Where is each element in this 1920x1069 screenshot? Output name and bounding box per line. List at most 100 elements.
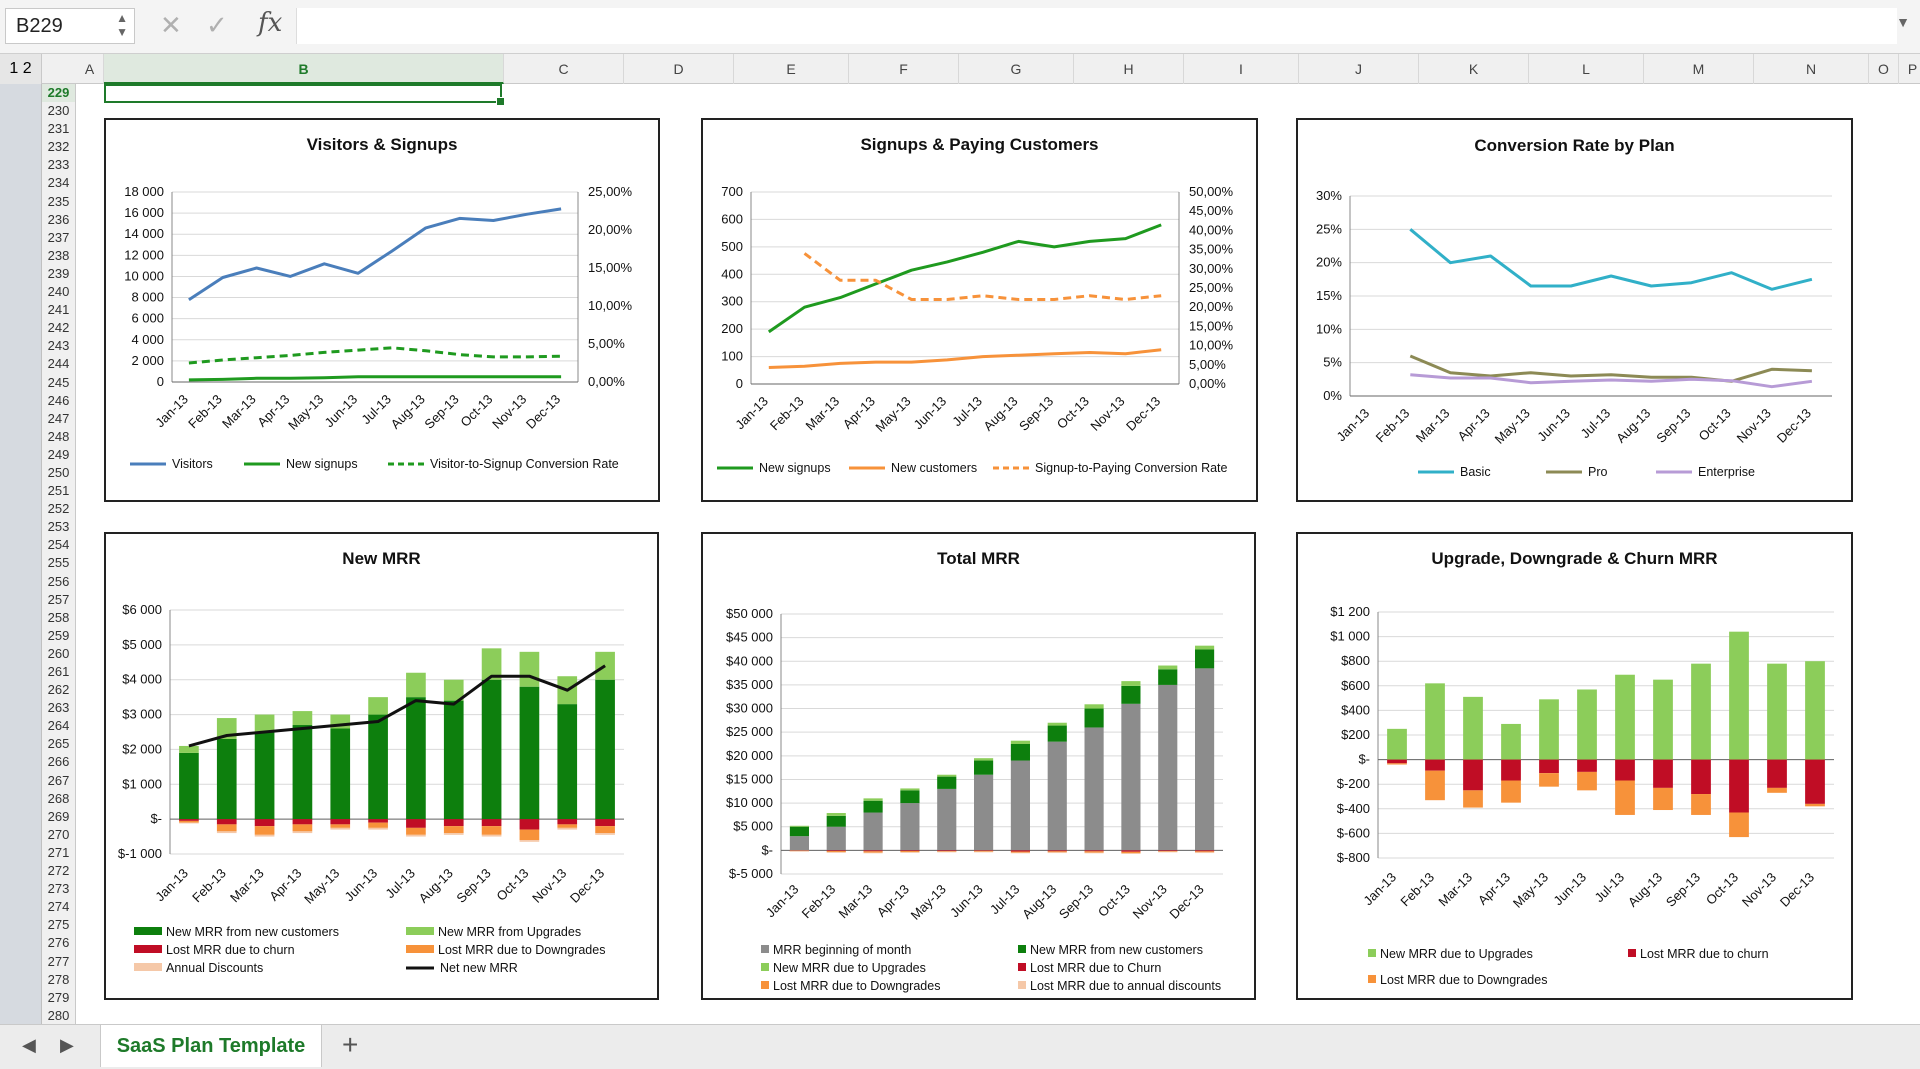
row-header-240[interactable]: 240 (47, 284, 70, 300)
row-header-264[interactable]: 264 (47, 718, 70, 734)
chart-upgrade-downgrade-churn-mrr[interactable]: Upgrade, Downgrade & Churn MRR $1 200 $1 0… (1296, 532, 1853, 1000)
row-header-260[interactable]: 260 (47, 645, 70, 661)
row-header-248[interactable]: 248 (47, 428, 70, 444)
column-header-g[interactable]: G (959, 54, 1074, 84)
bar-new-mrr-due-to-upgrades (1121, 681, 1141, 686)
row-header-276[interactable]: 276 (47, 935, 70, 951)
row-header-262[interactable]: 262 (47, 682, 70, 698)
row-header-252[interactable]: 252 (47, 501, 70, 517)
row-header-279[interactable]: 279 (47, 989, 70, 1005)
row-header-250[interactable]: 250 (47, 464, 70, 480)
selected-cell[interactable] (104, 84, 505, 106)
row-header-278[interactable]: 278 (47, 971, 70, 987)
row-header-235[interactable]: 235 (47, 193, 70, 209)
row-header-251[interactable]: 251 (47, 483, 70, 499)
column-header-l[interactable]: L (1529, 54, 1644, 84)
next-sheet-icon[interactable]: ▶ (60, 1035, 74, 1055)
formula-input[interactable] (296, 8, 1897, 44)
row-header-280[interactable]: 280 (47, 1007, 70, 1023)
row-header-243[interactable]: 243 (47, 338, 70, 354)
chart-visitors-signups[interactable]: Visitors & Signups 18 000 16 000 14 000 12 0… (104, 118, 660, 502)
row-header-256[interactable]: 256 (47, 573, 70, 589)
row-header-272[interactable]: 272 (47, 863, 70, 879)
row-header-275[interactable]: 275 (47, 917, 70, 933)
row-header-274[interactable]: 274 (47, 899, 70, 915)
row-header-265[interactable]: 265 (47, 736, 70, 752)
row-header-270[interactable]: 270 (47, 826, 70, 842)
row-header-267[interactable]: 267 (47, 772, 70, 788)
sheet-tab-saas-plan-template[interactable]: SaaS Plan Template (100, 1025, 322, 1067)
column-header-e[interactable]: E (734, 54, 849, 84)
row-header-259[interactable]: 259 (47, 627, 70, 643)
chart-conversion-rate-by-plan[interactable]: Conversion Rate by Plan 30% 25% 20% 15% 10% 5%… (1296, 118, 1853, 502)
row-header-238[interactable]: 238 (47, 247, 70, 263)
row-header-261[interactable]: 261 (47, 664, 70, 679)
column-header-d[interactable]: D (624, 54, 734, 84)
outline-level-buttons[interactable]: 1 2 (0, 54, 42, 84)
row-header-253[interactable]: 253 (47, 519, 70, 535)
add-sheet-icon[interactable]: + (342, 1029, 359, 1060)
row-header-244[interactable]: 244 (47, 356, 70, 372)
chart-svg: Visitors & Signups 18 000 16 000 14 000 12 0… (124, 135, 632, 471)
row-header-229[interactable]: 229 (42, 84, 75, 103)
chart-new-mrr[interactable]: New MRR $6 000 $5 000 $4 000 $3 000 $2 000 $1 … (104, 532, 659, 1000)
column-header-a[interactable]: A (76, 54, 104, 84)
column-header-j[interactable]: J (1299, 54, 1419, 84)
column-header-n[interactable]: N (1754, 54, 1869, 84)
row-header-232[interactable]: 232 (47, 139, 70, 155)
cancel-icon[interactable]: ✕ (160, 10, 182, 40)
row-header-273[interactable]: 273 (47, 881, 70, 897)
row-header-230[interactable]: 230 (47, 103, 70, 119)
row-header-277[interactable]: 277 (47, 953, 70, 969)
row-header-246[interactable]: 246 (47, 392, 70, 408)
column-header-b[interactable]: B (104, 54, 504, 84)
column-header-k[interactable]: K (1419, 54, 1529, 84)
row-header-233[interactable]: 233 (47, 157, 70, 173)
prev-sheet-icon[interactable]: ◀ (22, 1035, 36, 1055)
column-header-f[interactable]: F (849, 54, 959, 84)
bar-lost-mrr-due-to-churn (1084, 850, 1104, 852)
row-header-263[interactable]: 263 (47, 700, 70, 716)
chart-signups-paying-customers[interactable]: Signups & Paying Customers 700 600 500 400 30… (701, 118, 1258, 502)
row-header-231[interactable]: 231 (47, 121, 70, 137)
column-header-o[interactable]: O (1869, 54, 1899, 84)
row-header-236[interactable]: 236 (47, 211, 70, 227)
column-header-m[interactable]: M (1644, 54, 1754, 84)
line-net-new-mrr (188, 664, 606, 748)
column-header-c[interactable]: C (504, 54, 624, 84)
name-box-stepper-icon[interactable]: ▲ ▼ (116, 11, 128, 39)
function-icon[interactable]: fx (258, 8, 283, 38)
row-header-237[interactable]: 237 (47, 229, 70, 245)
row-header-266[interactable]: 266 (47, 754, 70, 770)
x-tick-label: Feb-13 (189, 866, 229, 906)
y-tick-label: 16 000 (124, 205, 164, 220)
row-header-257[interactable]: 257 (47, 591, 70, 607)
row-header-271[interactable]: 271 (47, 844, 70, 860)
row-header-258[interactable]: 258 (47, 609, 70, 625)
column-header-p[interactable]: P (1899, 54, 1920, 84)
row-header-242[interactable]: 242 (47, 320, 70, 336)
row-header-241[interactable]: 241 (47, 302, 70, 318)
name-box[interactable]: B229 ▲ ▼ (5, 8, 135, 44)
row-header-234[interactable]: 234 (47, 175, 70, 191)
row-header-245[interactable]: 245 (47, 374, 70, 390)
row-header-239[interactable]: 239 (47, 265, 70, 281)
row-header-247[interactable]: 247 (47, 410, 70, 426)
column-header-h[interactable]: H (1074, 54, 1184, 84)
x-tick-label: Sep-13 (1056, 882, 1096, 922)
svg-text:Lost MRR due to annual discoun: Lost MRR due to annual discounts (1030, 979, 1221, 993)
row-header-254[interactable]: 254 (47, 537, 70, 553)
formula-expand-icon[interactable]: ▼ (1896, 14, 1910, 30)
y2-tick-label: 35,00% (1189, 242, 1234, 257)
y-tick-label: $45 000 (726, 630, 773, 645)
confirm-icon[interactable]: ✓ (206, 10, 228, 40)
bar-mrr-beginning-of-month (937, 788, 957, 851)
row-header-269[interactable]: 269 (47, 808, 70, 824)
y-tick-label: 12 000 (124, 247, 164, 262)
column-header-i[interactable]: I (1184, 54, 1299, 84)
chart-total-mrr[interactable]: Total MRR $50 000 $45 000 $40 000 $35 000 $30… (701, 532, 1256, 1000)
bar-lost-mrr-due-to-downgrades (1729, 812, 1749, 838)
row-header-268[interactable]: 268 (47, 790, 70, 806)
row-header-255[interactable]: 255 (47, 555, 70, 571)
row-header-249[interactable]: 249 (47, 446, 70, 462)
